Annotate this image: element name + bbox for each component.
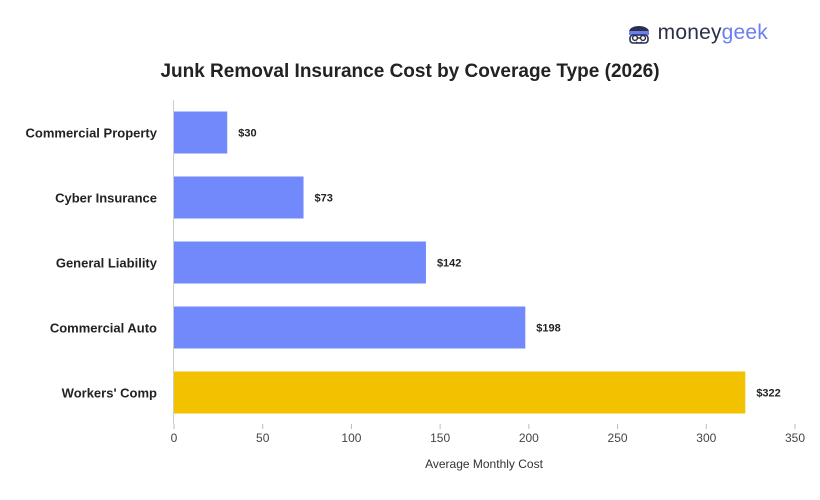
value-label: $142 [437,258,461,270]
bar-1 [174,176,304,219]
bar-2 [174,241,426,284]
x-tick-label: 100 [341,431,361,445]
x-tick-label: 350 [785,431,805,445]
bar-4 [174,371,746,414]
x-tick-label: 150 [430,431,450,445]
brand-name: moneygeek [657,21,768,44]
value-label: $322 [756,388,780,400]
x-axis-title: Average Monthly Cost [425,457,544,471]
x-tick-label: 0 [171,431,178,445]
moneygeek-face-icon [628,26,649,44]
x-tick-label: 50 [256,431,270,445]
bar-3 [174,306,526,349]
chart-title: Junk Removal Insurance Cost by Coverage … [160,61,660,82]
category-label: Cyber Insurance [55,191,157,206]
bars-group: Commercial Property $30 Cyber Insurance $73… [26,111,781,414]
brand-logo: moneygeek [626,20,768,46]
x-tick-label: 200 [519,431,539,445]
value-label: $73 [315,193,333,205]
category-label: Workers' Comp [62,386,157,401]
category-label: Commercial Property [26,126,158,141]
x-tick-label: 250 [608,431,628,445]
category-label: General Liability [56,256,158,271]
category-label: Commercial Auto [50,321,157,336]
x-tick-label: 300 [696,431,716,445]
x-ticks-group: 0 50 100 150 200 250 300 350 [171,424,805,445]
value-label: $30 [238,128,256,140]
value-label: $198 [536,323,560,335]
bar-0 [174,111,228,154]
